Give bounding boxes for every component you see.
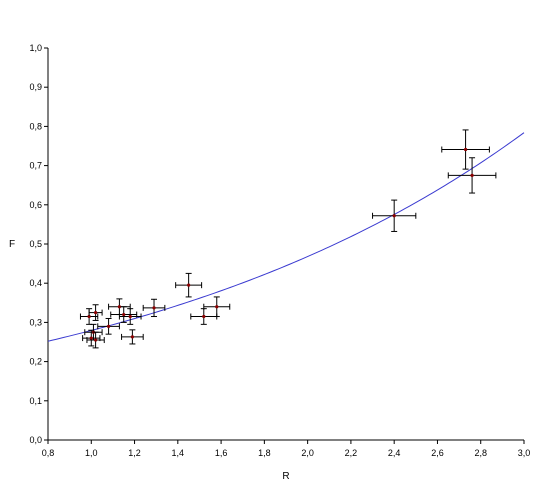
data-point [447,157,497,194]
y-tick-label: 0,7 [29,161,42,171]
x-tick-label: 2,2 [345,448,358,458]
data-point [108,298,131,316]
y-tick-label: 1,0 [29,43,42,53]
data-point [118,308,142,325]
point-marker [117,305,121,309]
point-marker [130,335,134,339]
x-tick-label: 1,2 [128,448,141,458]
x-tick-label: 1,4 [172,448,185,458]
data-point [142,298,166,318]
point-marker [87,314,91,319]
x-tick-label: 0,8 [42,448,55,458]
point-marker [152,306,156,310]
y-tick-label: 0,9 [29,82,42,92]
data-point [175,272,203,298]
x-tick-label: 2,6 [431,448,444,458]
y-tick-label: 0,2 [29,357,42,367]
x-tick-label: 2,8 [474,448,487,458]
y-axis-label: F [9,239,15,250]
y-tick-label: 0,0 [29,435,42,445]
point-marker [187,283,191,287]
y-tick-label: 0,8 [29,121,42,131]
point-marker [470,173,474,177]
data-point [79,308,99,325]
point-marker [202,314,206,319]
data-point [203,296,231,318]
x-tick-label: 1,0 [85,448,98,458]
x-tick-label: 3,0 [518,448,531,458]
y-tick-label: 0,3 [29,317,42,327]
point-marker [89,336,93,340]
x-tick-label: 2,4 [388,448,401,458]
axes: 0,8 1,0 1,2 1,4 1,6 1,8 2,0 2,2 2,4 2,6 2,8 3,00,00… [29,43,530,458]
y-tick-label: 0,6 [29,200,42,210]
point-marker [94,311,98,315]
point-marker [215,305,219,309]
data-point [190,308,218,325]
x-tick-label: 1,8 [258,448,271,458]
x-tick-label: 2,0 [301,448,314,458]
point-marker [392,214,396,218]
data-point [82,329,101,347]
data-point [121,329,144,345]
data-point [441,129,490,170]
y-tick-label: 0,4 [29,278,42,288]
data-point [372,199,417,232]
y-tick-label: 0,5 [29,239,42,249]
fit-curve-layer [47,132,525,342]
point-marker [128,314,132,319]
point-marker [122,312,126,317]
fit-curve [47,132,525,342]
data-point [88,304,103,321]
point-marker [463,147,468,152]
data-point [86,331,105,349]
y-tick-label: 0,1 [29,396,42,406]
point-marker [106,324,111,328]
data-point [97,317,120,335]
data-points-layer [79,129,497,349]
x-axis-label: R [282,471,289,482]
point-marker [94,338,98,342]
x-tick-label: 1,6 [215,448,228,458]
